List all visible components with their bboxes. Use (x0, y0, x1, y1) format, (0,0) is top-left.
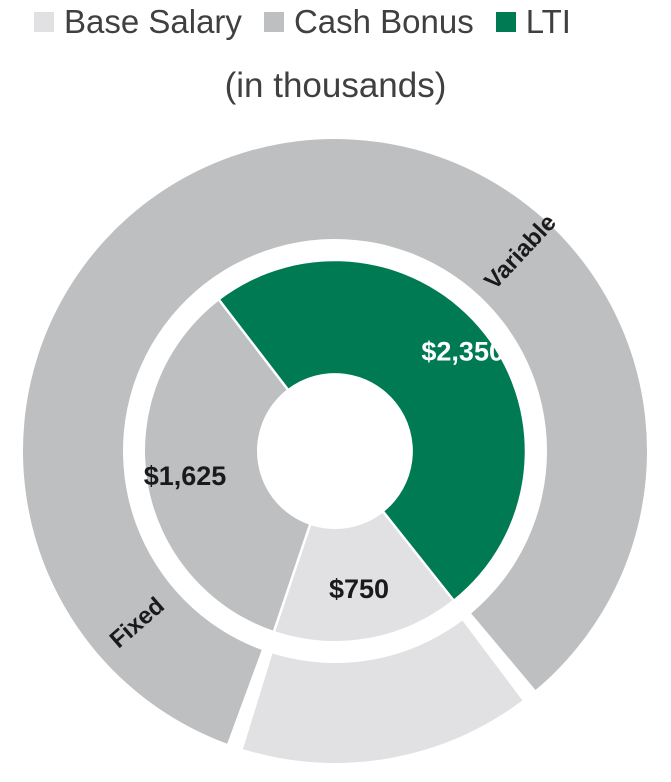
chart-subtitle: (in thousands) (224, 66, 447, 105)
legend-label-base-salary: Base Salary (64, 3, 242, 40)
legend-item-cash-bonus: Cash Bonus (263, 3, 474, 41)
legend-swatch-base-salary (34, 12, 54, 32)
slice-label-cash-bonus: $1,625 (144, 461, 227, 491)
inner-slice-lti (219, 261, 525, 600)
slice-separator-base-salary (381, 509, 456, 603)
slice-separator-cash-bonus (272, 522, 312, 634)
slice-label-base-salary: $750 (329, 574, 389, 604)
outer-ring-segment-fixed (242, 620, 523, 763)
chart-legend: Base Salary Cash Bonus LTI (34, 0, 571, 44)
legend-label-lti: LTI (525, 3, 571, 40)
legend-label-cash-bonus: Cash Bonus (293, 3, 474, 40)
inner-slice-cash-bonus (144, 300, 310, 631)
legend-item-base-salary: Base Salary (34, 3, 242, 41)
slice-separator-lti (217, 297, 290, 392)
legend-swatch-lti (495, 12, 516, 32)
outer-ring-segment-variable (22, 138, 647, 744)
legend-swatch-cash-bonus (263, 12, 284, 32)
slice-label-lti: $2,350 (421, 336, 504, 366)
legend-item-lti: LTI (495, 3, 571, 41)
